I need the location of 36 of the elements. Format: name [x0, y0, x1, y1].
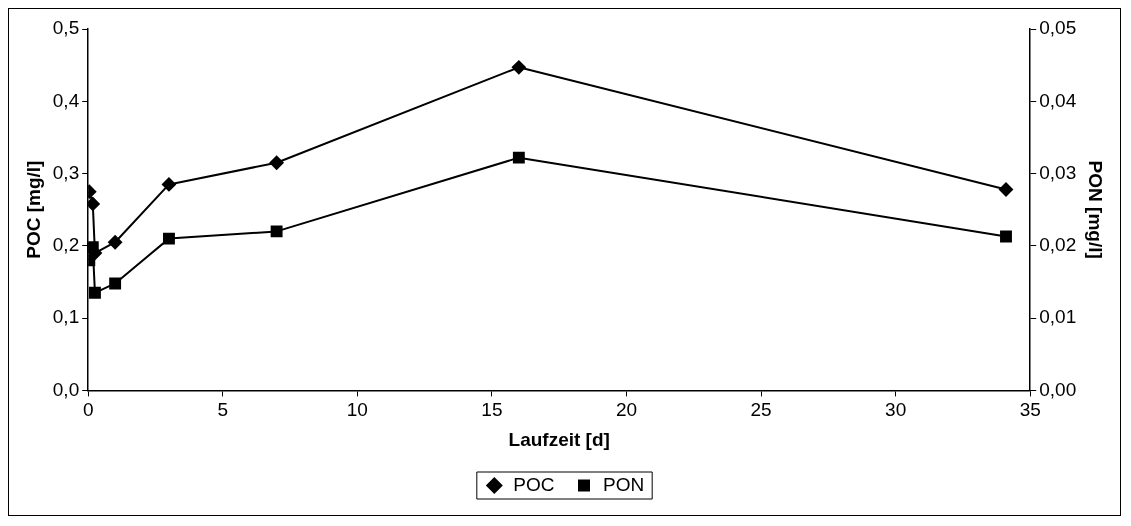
point [511, 60, 526, 75]
y-tick-label: 0,1 [52, 306, 80, 328]
x-tick-label: 0 [82, 399, 94, 421]
y2-axis-title: PON [mg/l] [1085, 160, 1107, 259]
x-tick-label: 25 [750, 399, 772, 421]
x-tick-label: 20 [615, 399, 638, 421]
x-tick-label: 10 [346, 399, 368, 421]
legend-label: POC [513, 473, 555, 495]
point [88, 286, 101, 299]
point [161, 177, 176, 192]
point [512, 151, 525, 164]
point [109, 277, 122, 290]
y-tick-label: 0,5 [52, 17, 80, 39]
y2-tick-label: 0,04 [1039, 89, 1077, 111]
x-tick-label: 30 [885, 399, 907, 421]
y2-tick-label: 0,03 [1039, 161, 1077, 183]
point [108, 235, 123, 250]
y-tick-label: 0,3 [52, 161, 80, 183]
legend-label: PON [603, 473, 645, 495]
y-axis-title: POC [mg/l] [22, 160, 44, 259]
point [999, 182, 1013, 197]
y2-tick-label: 0,00 [1039, 378, 1077, 400]
point [1000, 230, 1012, 243]
point [163, 232, 175, 245]
x-axis-title: Laufzeit [d] [508, 428, 610, 450]
y-tick-label: 0,2 [52, 234, 80, 256]
y-tick-label: 0,4 [52, 89, 80, 111]
x-tick-label: 15 [481, 399, 503, 421]
x-tick-label: 5 [217, 399, 229, 421]
point [270, 225, 283, 238]
x-tick-label: 35 [1019, 399, 1041, 421]
y2-tick-label: 0,02 [1039, 234, 1077, 256]
point [269, 155, 284, 170]
y-tick-label: 0,0 [52, 378, 80, 400]
y2-tick-label: 0,01 [1039, 306, 1077, 328]
y2-tick-label: 0,05 [1039, 17, 1077, 39]
